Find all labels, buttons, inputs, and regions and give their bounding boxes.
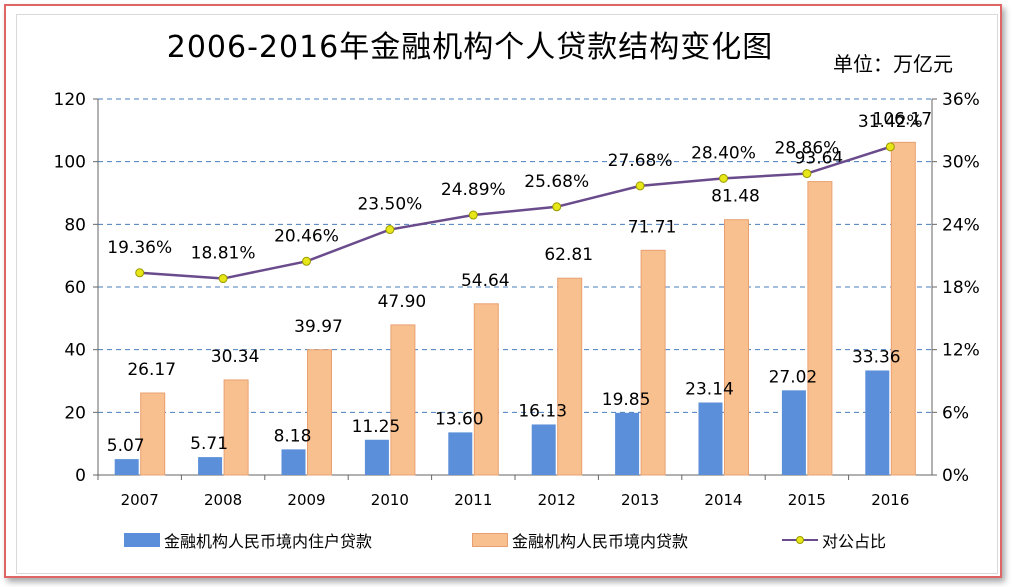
bar-label-total-loans: 30.34 <box>211 347 260 367</box>
legend-label: 对公占比 <box>822 532 887 551</box>
bar-label-household-loans: 13.60 <box>435 409 484 429</box>
bar-total-loans <box>473 303 499 476</box>
point-ratio <box>218 274 228 284</box>
point-ratio <box>552 202 562 212</box>
bar-label-household-loans: 23.14 <box>685 379 734 399</box>
bar-label-total-loans: 81.48 <box>711 187 760 207</box>
x-tick-label: 2016 <box>871 491 909 509</box>
bar-label-household-loans: 19.85 <box>602 390 651 410</box>
y-left-tick-label: 0 <box>75 466 86 486</box>
point-label-ratio: 18.81% <box>191 244 256 264</box>
point-ratio <box>468 210 478 220</box>
y-right-tick-label: 36% <box>942 90 980 110</box>
y-left-tick-label: 120 <box>54 90 86 110</box>
bar-label-total-loans: 54.64 <box>461 271 510 291</box>
x-tick-label: 2010 <box>371 491 409 509</box>
bar-household-loans <box>615 412 640 475</box>
point-label-ratio: 25.68% <box>524 172 589 192</box>
y-left-tick-label: 40 <box>64 341 86 361</box>
chart-frame <box>4 4 1002 578</box>
bar-total-loans <box>640 249 666 476</box>
bar-label-total-loans: 93.64 <box>795 149 844 169</box>
point-label-ratio: 28.40% <box>691 143 756 163</box>
bar-household-loans <box>198 457 223 475</box>
point-label-ratio: 24.89% <box>441 180 506 200</box>
bar-household-loans <box>114 459 139 475</box>
point-ratio <box>135 268 145 278</box>
bar-label-household-loans: 16.13 <box>518 401 567 421</box>
y-right-tick-label: 30% <box>942 153 980 173</box>
bar-label-household-loans: 27.02 <box>769 367 818 387</box>
line-ratio <box>139 145 891 280</box>
bar-total-loans <box>890 141 916 476</box>
x-tick-label: 2011 <box>454 491 492 509</box>
legend-label: 金融机构人民币境内贷款 <box>512 532 689 551</box>
point-label-ratio: 27.68% <box>608 151 673 171</box>
x-tick-label: 2007 <box>121 491 159 509</box>
bar-label-household-loans: 5.07 <box>107 436 145 456</box>
bar-household-loans <box>364 439 389 475</box>
point-label-ratio: 19.36% <box>107 238 172 258</box>
unit-label: 单位：万亿元 <box>833 52 953 76</box>
bar-label-total-loans: 26.17 <box>127 360 176 380</box>
point-ratio <box>719 173 728 183</box>
legend-swatch-line <box>782 533 818 547</box>
legend-item-ratio: 对公占比 <box>782 528 886 552</box>
bar-total-loans <box>557 277 583 476</box>
bar-label-household-loans: 33.36 <box>852 347 901 367</box>
bar-label-total-loans: 71.71 <box>628 217 677 237</box>
chart-area-border <box>16 14 998 574</box>
legend-item-total-loans: 金融机构人民币境内贷款 <box>472 528 688 552</box>
y-left-tick-label: 60 <box>64 278 86 298</box>
x-tick-label: 2015 <box>788 491 826 509</box>
bar-household-loans <box>865 370 890 475</box>
y-right-tick-label: 18% <box>942 278 980 298</box>
point-label-ratio: 20.46% <box>274 226 339 246</box>
legend-label: 金融机构人民币境内住户贷款 <box>164 532 373 551</box>
point-ratio <box>802 169 812 179</box>
point-ratio <box>302 256 311 266</box>
bar-household-loans <box>698 402 723 475</box>
y-right-tick-label: 0% <box>942 466 969 486</box>
y-left-tick-label: 20 <box>64 403 86 423</box>
bar-household-loans <box>781 390 806 475</box>
bar-label-household-loans: 8.18 <box>274 426 312 446</box>
bar-label-total-loans: 106.17 <box>873 109 932 129</box>
bar-total-loans <box>390 324 416 476</box>
point-ratio <box>885 142 895 152</box>
x-tick-label: 2013 <box>621 491 659 509</box>
chart-title: 2006-2016年金融机构个人贷款结构变化图 <box>166 30 774 65</box>
bar-total-loans <box>307 349 332 476</box>
y-left-tick-label: 80 <box>64 215 86 235</box>
bar-label-total-loans: 39.97 <box>294 317 343 337</box>
point-label-ratio: 28.86% <box>774 139 839 159</box>
bar-household-loans <box>531 424 556 475</box>
bar-total-loans <box>807 181 833 476</box>
point-label-ratio: 23.50% <box>357 195 422 215</box>
point-ratio <box>635 181 645 191</box>
bar-label-total-loans: 62.81 <box>544 245 593 265</box>
x-tick-label: 2012 <box>538 491 576 509</box>
legend-swatch-blue <box>124 533 160 547</box>
bar-total-loans <box>223 379 249 476</box>
y-left-tick-label: 100 <box>54 153 86 173</box>
bar-household-loans <box>281 449 306 475</box>
point-label-ratio: 31.42% <box>858 112 923 132</box>
bar-label-household-loans: 5.71 <box>190 434 228 454</box>
bar-total-loans <box>724 219 749 476</box>
bar-total-loans <box>140 392 166 476</box>
point-ratio <box>385 225 395 235</box>
y-right-tick-label: 6% <box>942 403 969 423</box>
legend-item-household-loans: 金融机构人民币境内住户贷款 <box>124 528 372 552</box>
x-tick-label: 2008 <box>204 491 242 509</box>
bar-label-household-loans: 11.25 <box>352 417 401 437</box>
y-right-tick-label: 12% <box>942 341 980 361</box>
x-tick-label: 2009 <box>287 491 325 509</box>
legend-swatch-orange <box>472 533 508 547</box>
x-tick-label: 2014 <box>704 491 742 509</box>
bar-household-loans <box>448 432 473 475</box>
bar-label-total-loans: 47.90 <box>378 292 427 312</box>
y-right-tick-label: 24% <box>942 215 980 235</box>
